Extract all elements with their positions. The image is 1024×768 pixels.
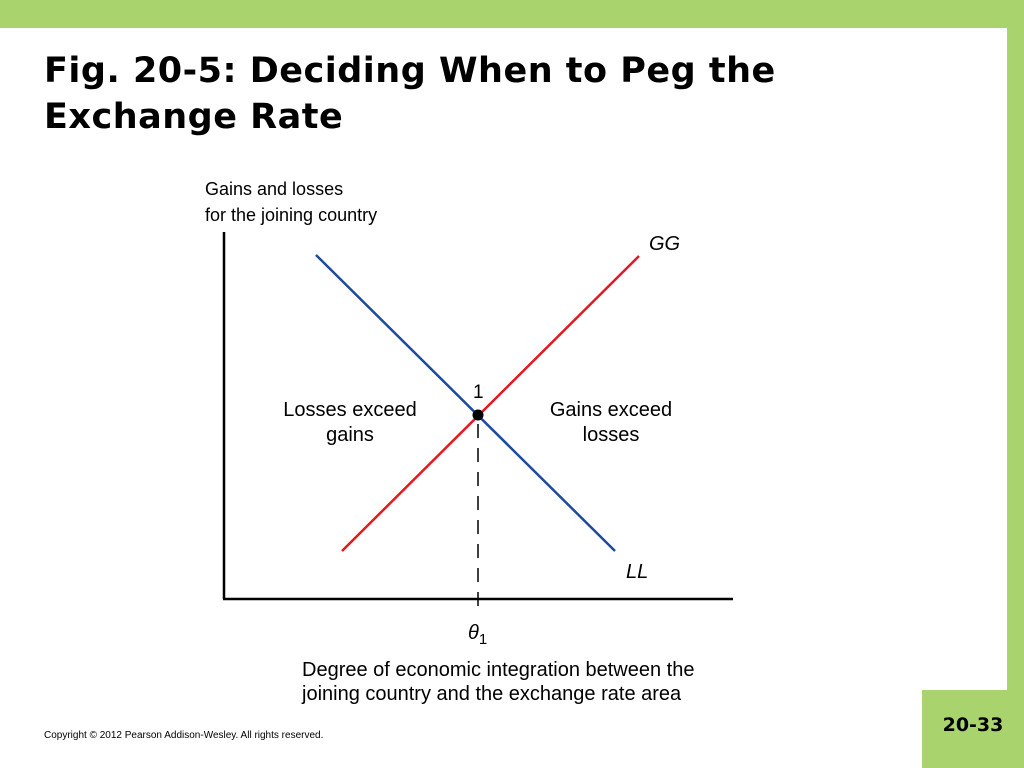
y-axis-label-line-2: for the joining country — [205, 205, 377, 225]
gg-curve-label: GG — [649, 233, 680, 255]
region-left-line-1: Losses exceed — [283, 399, 416, 421]
intersection-label: 1 — [473, 382, 484, 403]
copyright-notice: Copyright © 2012 Pearson Addison-Wesley.… — [44, 730, 324, 741]
region-right-line-2: losses — [583, 424, 640, 446]
y-axis-label-line-1: Gains and losses — [205, 179, 343, 199]
slide-title: Fig. 20-5: Deciding When to Peg the Excha… — [44, 48, 776, 140]
theta-symbol: θ — [468, 622, 479, 644]
gg-curve — [341, 255, 640, 552]
region-left-line-2: gains — [326, 424, 374, 446]
x-axis-label-line-2: joining country and the exchange rate ar… — [301, 683, 682, 705]
theta-subscript: 1 — [479, 631, 487, 648]
x-axis-label-line-1: Degree of economic integration between t… — [302, 659, 694, 681]
intersection-point — [472, 409, 484, 421]
right-accent-bar — [1007, 0, 1024, 768]
theta-1-label: θ1 — [468, 622, 487, 648]
page-number-box: 20-33 — [922, 690, 1024, 768]
title-line-2: Exchange Rate — [44, 97, 344, 137]
page-number: 20-33 — [942, 714, 1004, 736]
title-line-1: Fig. 20-5: Deciding When to Peg the — [44, 51, 776, 91]
top-accent-bar — [0, 0, 1024, 28]
ll-curve — [315, 254, 616, 552]
region-right-line-1: Gains exceed — [550, 399, 672, 421]
ll-curve-label: LL — [626, 561, 648, 583]
